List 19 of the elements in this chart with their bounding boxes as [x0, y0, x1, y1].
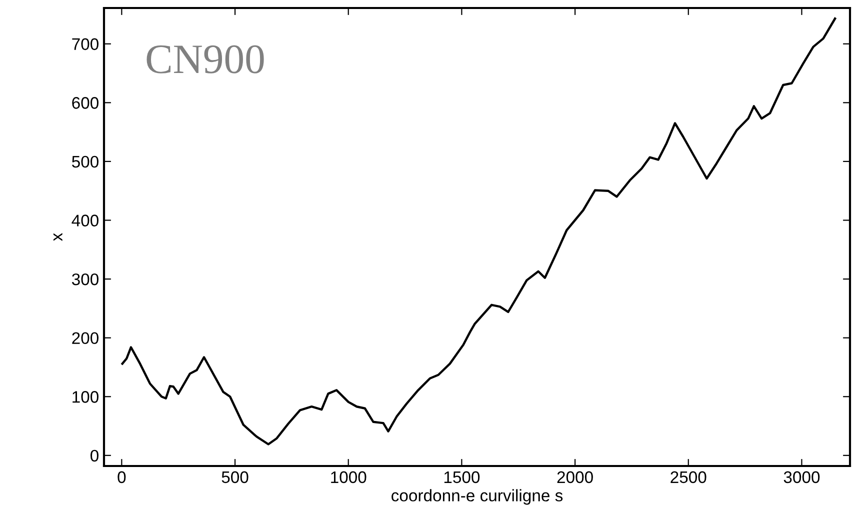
x-tick-label: 1500: [444, 471, 480, 484]
y-tick-label: 300: [72, 273, 98, 286]
y-tick-label: 600: [72, 97, 98, 109]
y-tick-label: 400: [72, 214, 98, 226]
x-tick-label: 500: [222, 471, 248, 484]
x-tick-label: 0: [118, 471, 126, 484]
x-tick-label: 1000: [331, 471, 366, 484]
y-tick-label: 100: [72, 391, 98, 403]
y-tick-label: 700: [72, 38, 98, 50]
y-tick-label: 200: [72, 332, 98, 344]
line-series: [121, 17, 836, 446]
y-tick-label: 0: [90, 450, 98, 462]
x-axis-title: coordonn-e curviligne s: [392, 489, 563, 505]
x-tick-label: 2000: [557, 471, 593, 484]
y-axis-title: x: [54, 233, 62, 241]
x-tick-label: 2500: [670, 471, 706, 484]
y-tick-label: 500: [72, 156, 98, 168]
x-tick-label: 3000: [784, 471, 820, 484]
annotation: CN900: [146, 45, 264, 74]
